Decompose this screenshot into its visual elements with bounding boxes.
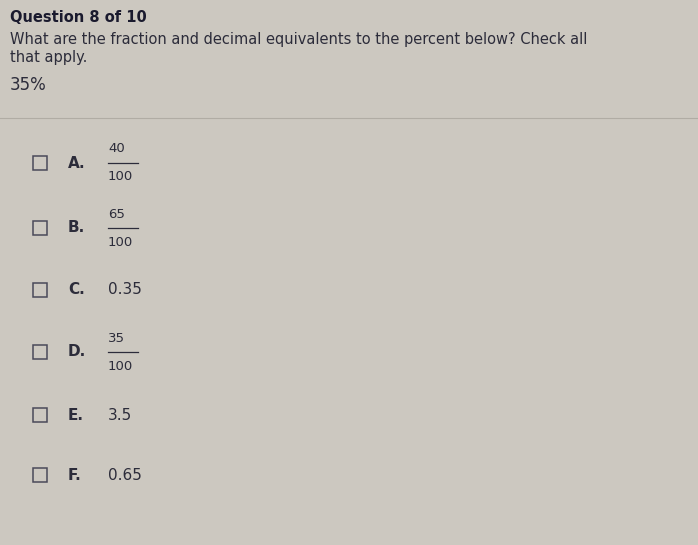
Text: B.: B.	[68, 221, 85, 235]
Text: 0.65: 0.65	[108, 468, 142, 482]
Text: 35%: 35%	[10, 76, 47, 94]
Text: D.: D.	[68, 344, 87, 360]
Text: Question 8 of 10: Question 8 of 10	[10, 10, 147, 25]
Text: What are the fraction and decimal equivalents to the percent below? Check all: What are the fraction and decimal equiva…	[10, 32, 588, 47]
Bar	[33, 221, 47, 235]
Text: A.: A.	[68, 155, 86, 171]
Text: 35: 35	[108, 331, 125, 344]
Bar	[33, 156, 47, 170]
Bar	[33, 345, 47, 359]
Text: 65: 65	[108, 208, 125, 221]
Text: F.: F.	[68, 468, 82, 482]
Text: that apply.: that apply.	[10, 50, 87, 65]
Text: 100: 100	[108, 171, 133, 184]
Text: 3.5: 3.5	[108, 408, 132, 422]
Text: 100: 100	[108, 360, 133, 372]
Text: C.: C.	[68, 282, 84, 298]
Text: E.: E.	[68, 408, 84, 422]
Text: 0.35: 0.35	[108, 282, 142, 298]
Text: 40: 40	[108, 142, 125, 155]
Text: 100: 100	[108, 235, 133, 249]
Bar	[33, 408, 47, 422]
Bar	[33, 283, 47, 297]
Bar	[33, 468, 47, 482]
